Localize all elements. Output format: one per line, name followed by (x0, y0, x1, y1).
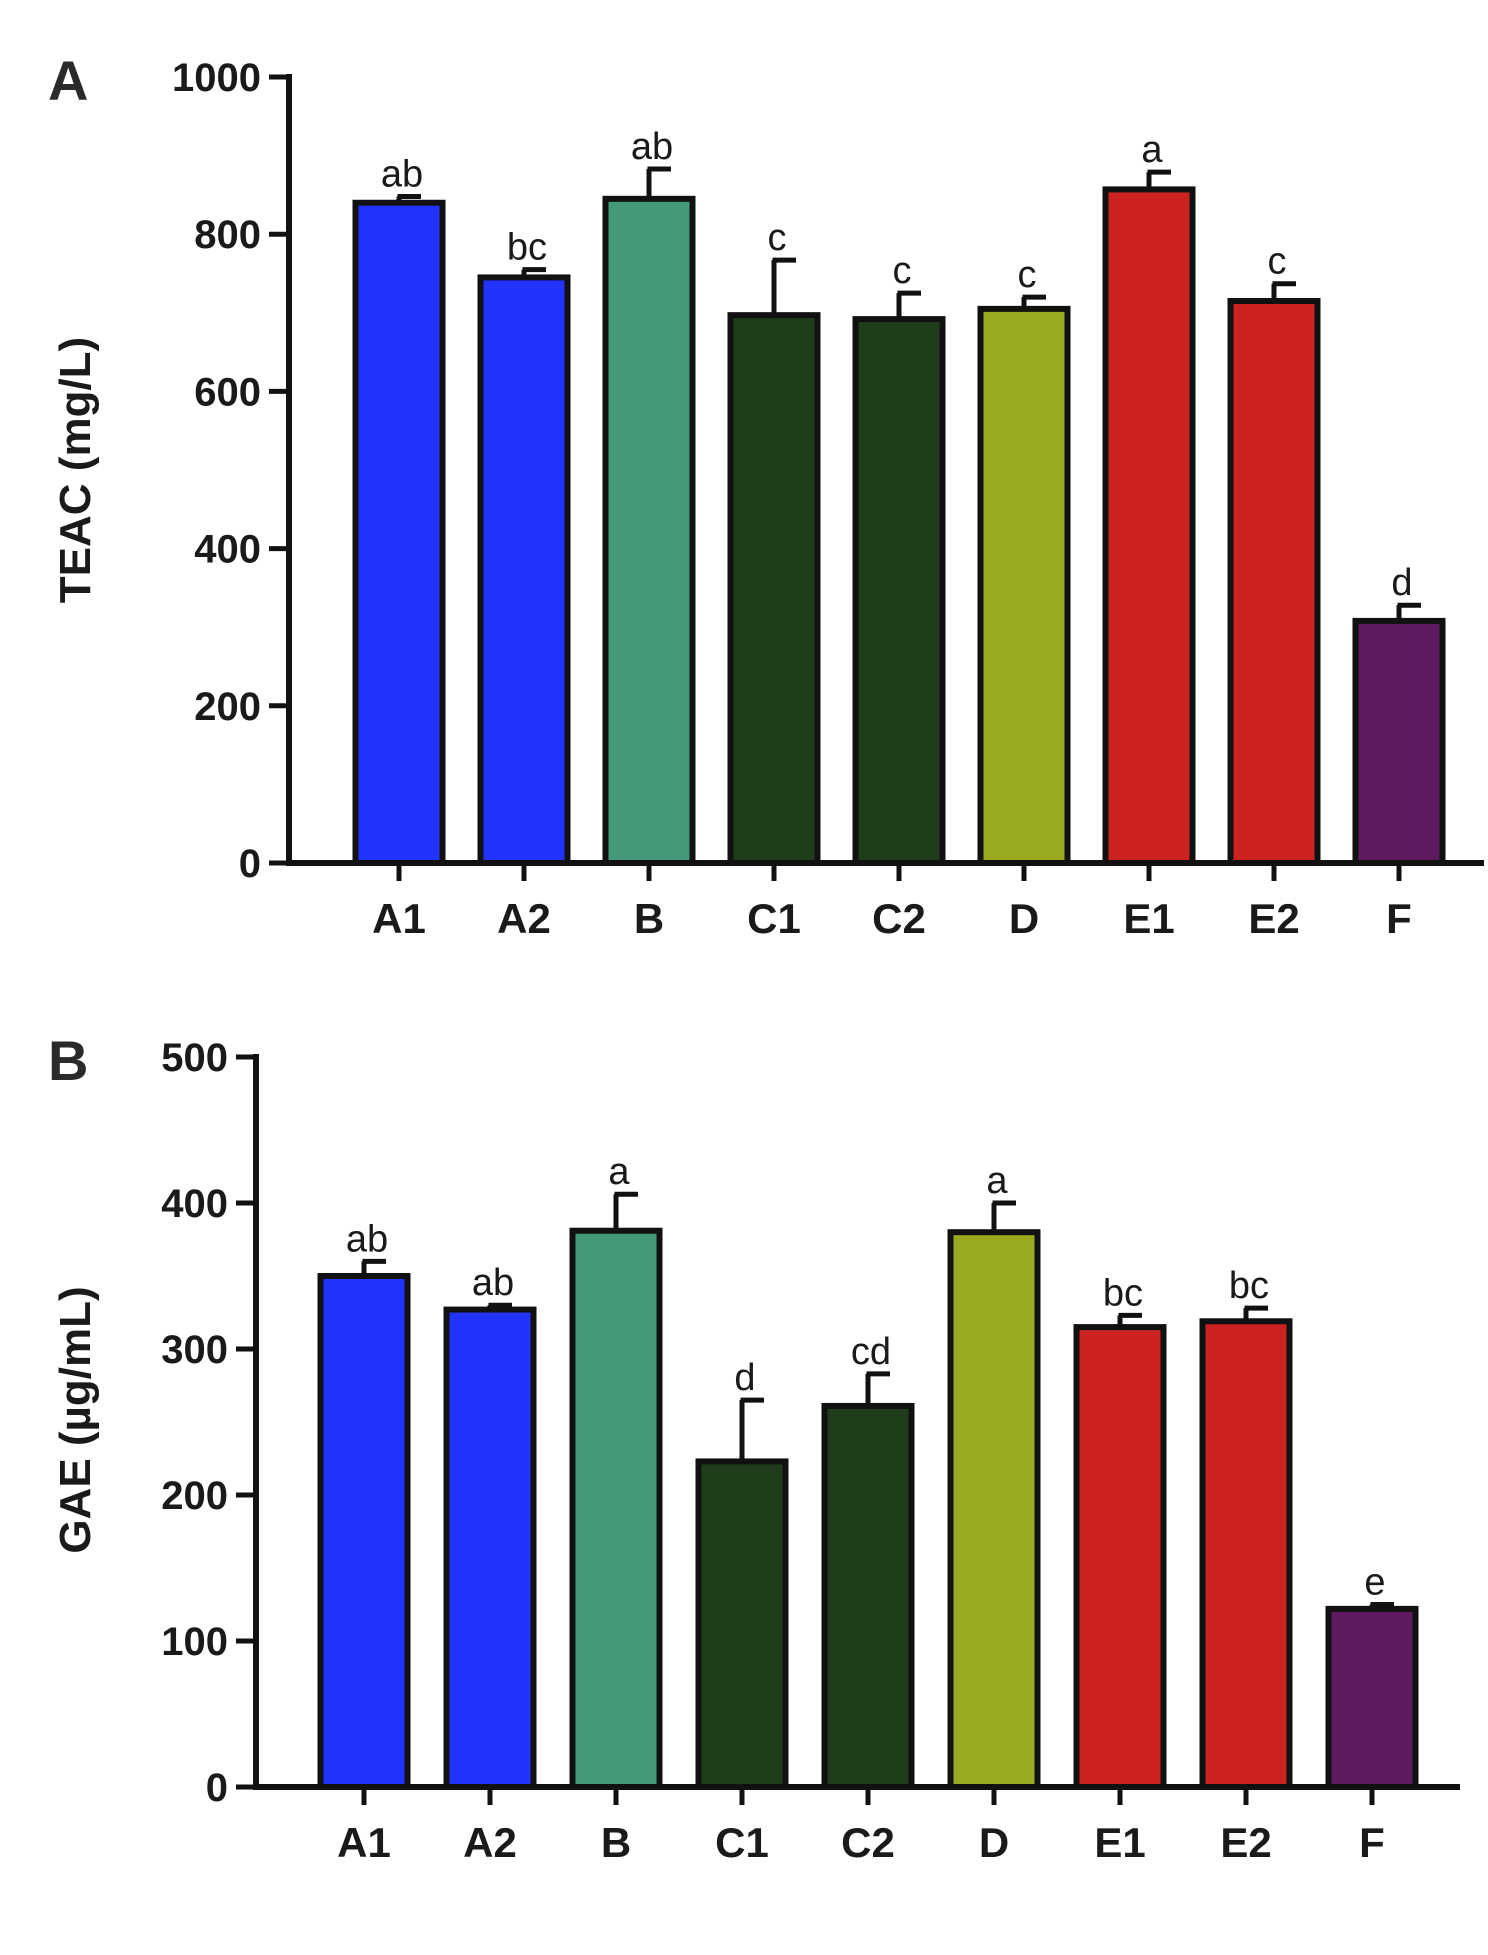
chart-b-bar-E2 (1199, 1318, 1293, 1790)
chart-a-y-tick-label: 800 (194, 213, 261, 257)
chart-a-x-tick-label: E1 (1123, 895, 1174, 942)
chart-b-y-tick-label: 200 (161, 1474, 228, 1518)
chart-b-significance-label: ab (346, 1218, 388, 1260)
chart-b-y-tick-label: 0 (206, 1766, 228, 1810)
chart-b-bar-C1 (695, 1458, 789, 1791)
chart-b-x-tick-label: D (979, 1819, 1009, 1866)
chart-a-significance-label: d (1391, 562, 1412, 604)
chart-b-x-tick-label: C2 (841, 1819, 895, 1866)
chart-b-x-tick-label: B (601, 1819, 631, 1866)
chart-a-x-tick-label: C1 (747, 895, 801, 942)
chart-a-significance-label: c (768, 217, 787, 259)
chart-a-bar-A2 (477, 274, 571, 866)
chart-b-y-tick-label: 400 (161, 1182, 228, 1226)
chart-b-x-tick-label: A1 (337, 1819, 391, 1866)
chart-b-bar-B (569, 1227, 663, 1790)
chart-a-bar-D (977, 305, 1071, 866)
chart-a-y-tick-label: 400 (194, 528, 261, 572)
chart-b-significance-label: ab (472, 1262, 514, 1304)
chart-b-bar-E1 (1073, 1324, 1167, 1790)
chart-a-bar-E1 (1102, 186, 1196, 866)
chart-b-bar-C2 (821, 1402, 915, 1790)
chart-a-y-tick-label: 600 (194, 370, 261, 414)
chart-b-significance-label: bc (1103, 1272, 1143, 1314)
y-axis-title-b: GAE (µg/mL) (51, 1286, 100, 1553)
chart-a-x-tick-label: A2 (497, 895, 551, 942)
chart-a-significance-label: bc (507, 227, 547, 269)
chart-a-bar-C2 (852, 316, 946, 866)
chart-a-significance-label: c (1268, 241, 1287, 283)
y-axis-title-a: TEAC (mg/L) (51, 337, 100, 603)
chart-b-significance-label: e (1364, 1562, 1385, 1604)
chart-a-x-tick-label: E2 (1248, 895, 1299, 942)
chart-b-significance-label: d (734, 1357, 755, 1399)
chart-a-x-tick-label: B (634, 895, 664, 942)
chart-a-y-tick-label: 1000 (172, 56, 261, 100)
chart-b-significance-label: cd (851, 1331, 891, 1373)
chart-a-significance-label: ab (381, 153, 423, 195)
chart-a-x-tick-label: A1 (372, 895, 426, 942)
chart-b-bar-A2 (443, 1306, 537, 1790)
chart-b-y-tick-label: 500 (161, 1036, 228, 1080)
chart-a-bar-F (1352, 617, 1446, 866)
chart-b-bar-D (947, 1229, 1041, 1790)
chart-b-x-tick-label: E2 (1220, 1819, 1271, 1866)
chart-b-x-tick-label: A2 (463, 1819, 517, 1866)
chart-b-significance-label: bc (1229, 1265, 1269, 1307)
chart-a-bar-B (602, 195, 696, 866)
chart-b-significance-label: a (986, 1160, 1008, 1202)
chart-a-significance-label: c (893, 250, 912, 292)
chart-a-x-tick-label: C2 (872, 895, 926, 942)
chart-b-x-tick-label: F (1359, 1819, 1385, 1866)
chart-b-bar-F (1325, 1605, 1419, 1790)
chart-a-bar-C1 (727, 312, 821, 866)
chart-a-significance-label: a (1141, 129, 1163, 171)
chart-b-x-tick-label: E1 (1094, 1819, 1145, 1866)
chart-a-bar-E2 (1227, 298, 1321, 866)
chart-b-bar-A1 (317, 1273, 411, 1790)
chart-a-y-tick-label: 0 (239, 842, 261, 886)
chart-b-significance-label: a (608, 1151, 630, 1193)
chart-a-significance-label: ab (631, 126, 673, 168)
chart-a-x-tick-label: D (1009, 895, 1039, 942)
panel-label-a: A (48, 49, 88, 112)
chart-b-y-tick-label: 100 (161, 1620, 228, 1664)
chart-a-significance-label: c (1018, 254, 1037, 296)
chart-b-y-tick-label: 300 (161, 1328, 228, 1372)
chart-b-x-tick-label: C1 (715, 1819, 769, 1866)
chart-a-x-tick-label: F (1386, 895, 1412, 942)
chart-a-y-tick-label: 200 (194, 685, 261, 729)
chart-a-bar-A1 (352, 199, 446, 866)
panel-label-b: B (48, 1029, 88, 1092)
